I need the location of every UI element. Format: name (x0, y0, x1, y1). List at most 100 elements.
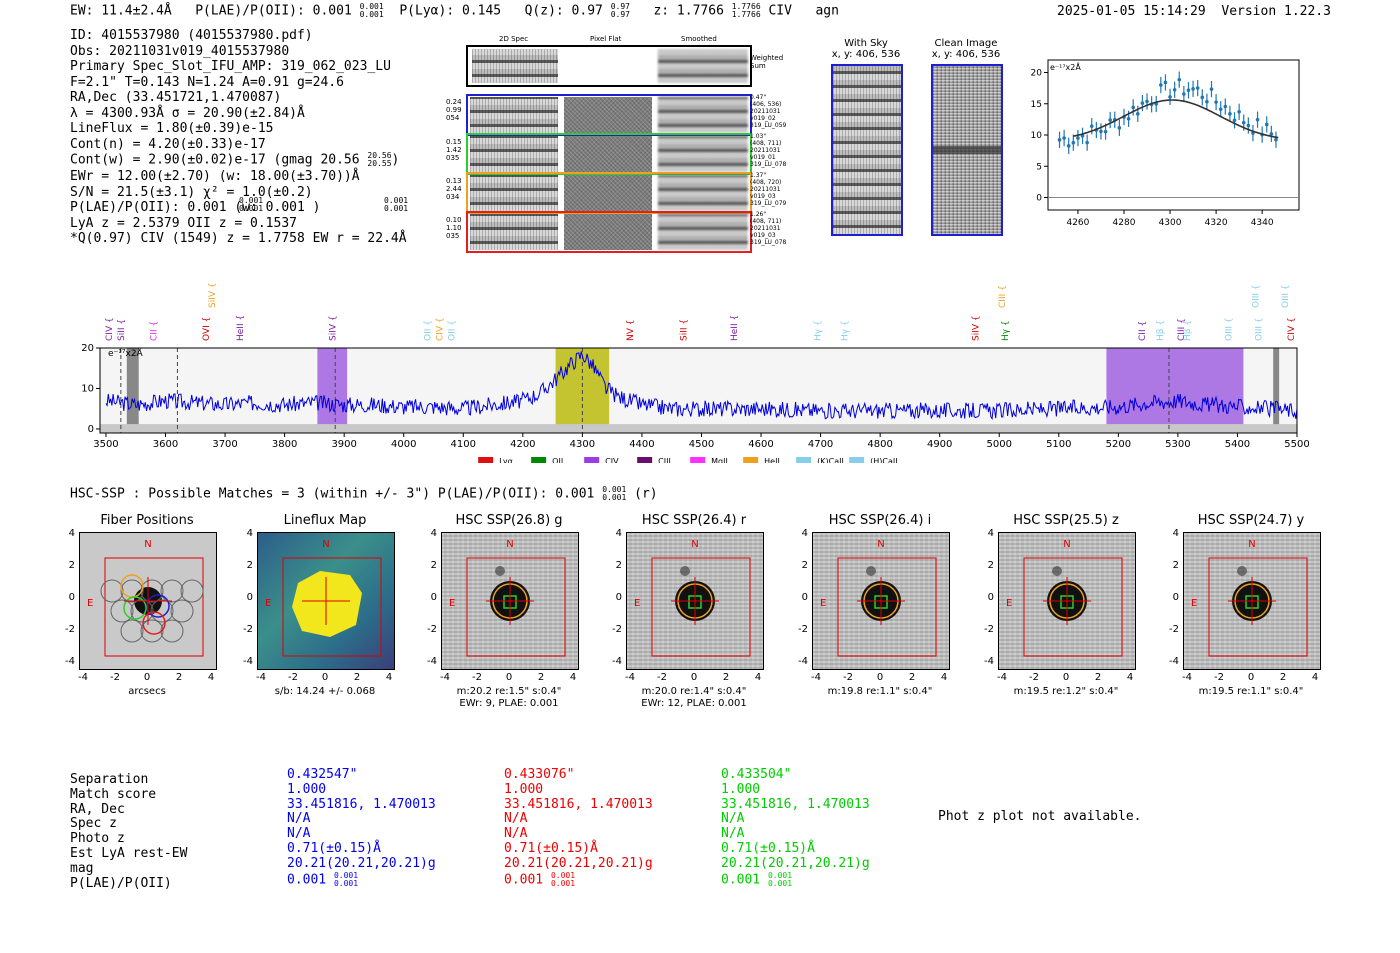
legend-label: (H)CaII (870, 457, 897, 463)
cutout-xtick: 2 (722, 672, 730, 683)
fiber-green (123, 596, 147, 620)
spectral-line-label: CII { (1138, 321, 1148, 341)
cutout-xtick: 2 (175, 672, 183, 683)
match-value: 33.451816, 1.470013 (504, 796, 653, 812)
fiber-right-label: 1.37" (408, 720) 20211031 v019_03 319_LU_079 (750, 172, 787, 207)
zoom-xtick-label: 4320 (1205, 218, 1228, 228)
aperture-box (1208, 557, 1308, 657)
spectral-line-label: OII { (424, 320, 434, 341)
spectral-line-label: CIII { (1177, 318, 1187, 341)
spectrum-xtick-label: 4700 (808, 439, 833, 450)
lineflux-blob (292, 571, 362, 637)
spectrum-band (1106, 348, 1244, 433)
spectral-line-label: CIV { (1287, 317, 1297, 341)
legend-swatch (478, 457, 494, 463)
cutout-caption: m:19.5 re:1.1" s:0.4" (1198, 686, 1304, 697)
zoom-point (1232, 118, 1237, 123)
info-line: EWr = 12.00(±2.70) (w: 18.00(±3.70))Å (70, 169, 360, 184)
clean-image (931, 64, 1003, 236)
zoom-xtick-label: 4280 (1113, 218, 1136, 228)
spectral-line-label: SiIV { (328, 315, 338, 341)
cutout-title: HSC SSP(26.4) r (641, 513, 747, 528)
spectrum-xtick-label: 4100 (451, 439, 476, 450)
zoom-model-line (1073, 99, 1279, 139)
cutout-ytick: 0 (430, 592, 437, 603)
cutout-xtick: 4 (754, 672, 762, 683)
info-line: Obs: 20211031v019_4015537980 (70, 43, 290, 59)
fiber-right-label: 0.47" (406, 536) 20211031 v019_02 319_LU_059 (750, 94, 787, 129)
zoom-point (1200, 95, 1205, 100)
match-value: 33.451816, 1.470013 (287, 796, 436, 812)
cutout-title: HSC SSP(24.7) y (1197, 513, 1305, 528)
hsc-title-lo: 0.001 (602, 493, 627, 502)
legend-label: MgII (711, 457, 728, 463)
spectral-line-label: CII { (150, 321, 160, 341)
zoom-point (1209, 87, 1214, 91)
match-value: 0.433076" (504, 767, 575, 782)
cutout-xtick: 2 (353, 672, 361, 683)
fiber-left-label: 0.15 1.42 035 (446, 138, 462, 162)
cutout-overlay: NE (87, 539, 204, 657)
east-label: E (1191, 598, 1197, 609)
cutout-xtick: 0 (505, 672, 513, 683)
zoom-point (1246, 123, 1251, 128)
zoom-point (1205, 99, 1209, 104)
cutout-xtick: -4 (1182, 672, 1192, 683)
cutout-ytick: -4 (798, 656, 808, 667)
cutout-ytick: 2 (801, 560, 808, 571)
cutout-ytick: 2 (1172, 560, 1179, 571)
spectral-line-label: HeII { (730, 315, 740, 341)
fiber-right-label: 1.26" (408, 711) 20211031 v019_03 319_LU_078 (750, 211, 787, 246)
zoom-point (1057, 138, 1062, 142)
spectrum-xtick-label: 5200 (1106, 439, 1131, 450)
cutout-title: HSC SSP(26.4) i (828, 513, 932, 528)
fiber-flat (564, 97, 652, 133)
cutout-ytick: -4 (984, 656, 994, 667)
cutout-ytick: -2 (243, 624, 253, 635)
match-value: N/A (504, 811, 528, 827)
match-label: Spec z (70, 816, 117, 832)
cutout-xtick: 4 (940, 672, 948, 683)
col-title-smoothed: Smoothed (681, 35, 717, 43)
fiber-circle (170, 599, 194, 623)
cutout-ytick: -4 (243, 656, 253, 667)
cutout-xtick: 4 (569, 672, 577, 683)
legend-swatch (849, 457, 865, 463)
spectral-line-label: OVI { (202, 317, 212, 341)
spectrum-frame (99, 347, 1298, 434)
cutout-ytick: -4 (612, 656, 622, 667)
zoom-point (1163, 80, 1168, 85)
cutout-ytick: 0 (1172, 592, 1179, 603)
cutout-ytick: 0 (68, 592, 75, 603)
cutout-caption2: EWr: 12, PLAE: 0.001 (641, 698, 747, 709)
cutout-ytick: 0 (987, 592, 994, 603)
fiber-flat (564, 175, 652, 211)
with-sky-title-group: With Sky x, y: 406, 536 (826, 38, 906, 60)
zoom-point (1274, 137, 1278, 142)
fiber-left-label: 0.24 0.99 054 (446, 98, 462, 122)
clean-image-title-group: Clean Image x, y: 406, 536 (926, 38, 1006, 60)
cutout-ytick: 2 (987, 560, 994, 571)
zoom-xtick-label: 4260 (1066, 218, 1089, 228)
zoom-point (1076, 136, 1080, 140)
fiber-left-label: 0.10 1.10 035 (446, 216, 462, 240)
spectrum-xtick-label: 5100 (1046, 439, 1071, 450)
hsc-title-text: HSC-SSP : Possible Matches = 3 (within +… (70, 486, 595, 502)
zoom-point (1237, 110, 1241, 114)
cutout-overlay: NE (1006, 539, 1123, 657)
fiber-circle (120, 619, 144, 643)
info-line: Cont(n) = 4.20(±0.33)e-17 (70, 136, 266, 152)
cutout-xtick: 0 (143, 672, 151, 683)
header-summary: EW: 11.4±2.4Å P(LAE)/P(OII): 0.001 0.001… (70, 3, 839, 19)
with-sky-image (831, 64, 903, 236)
header-z-hi: 1.7766 (731, 2, 761, 11)
zoom-point (1131, 105, 1136, 110)
spectrum-xtick-label: 5300 (1165, 439, 1190, 450)
aperture-box (651, 557, 751, 657)
clean-image-trace (933, 146, 1001, 154)
match-value: 0.001 0.001 0.001 (287, 870, 359, 888)
cutout-ytick: 0 (801, 592, 808, 603)
zoom-point (1269, 132, 1274, 136)
cutout-ytick: 4 (615, 528, 622, 539)
